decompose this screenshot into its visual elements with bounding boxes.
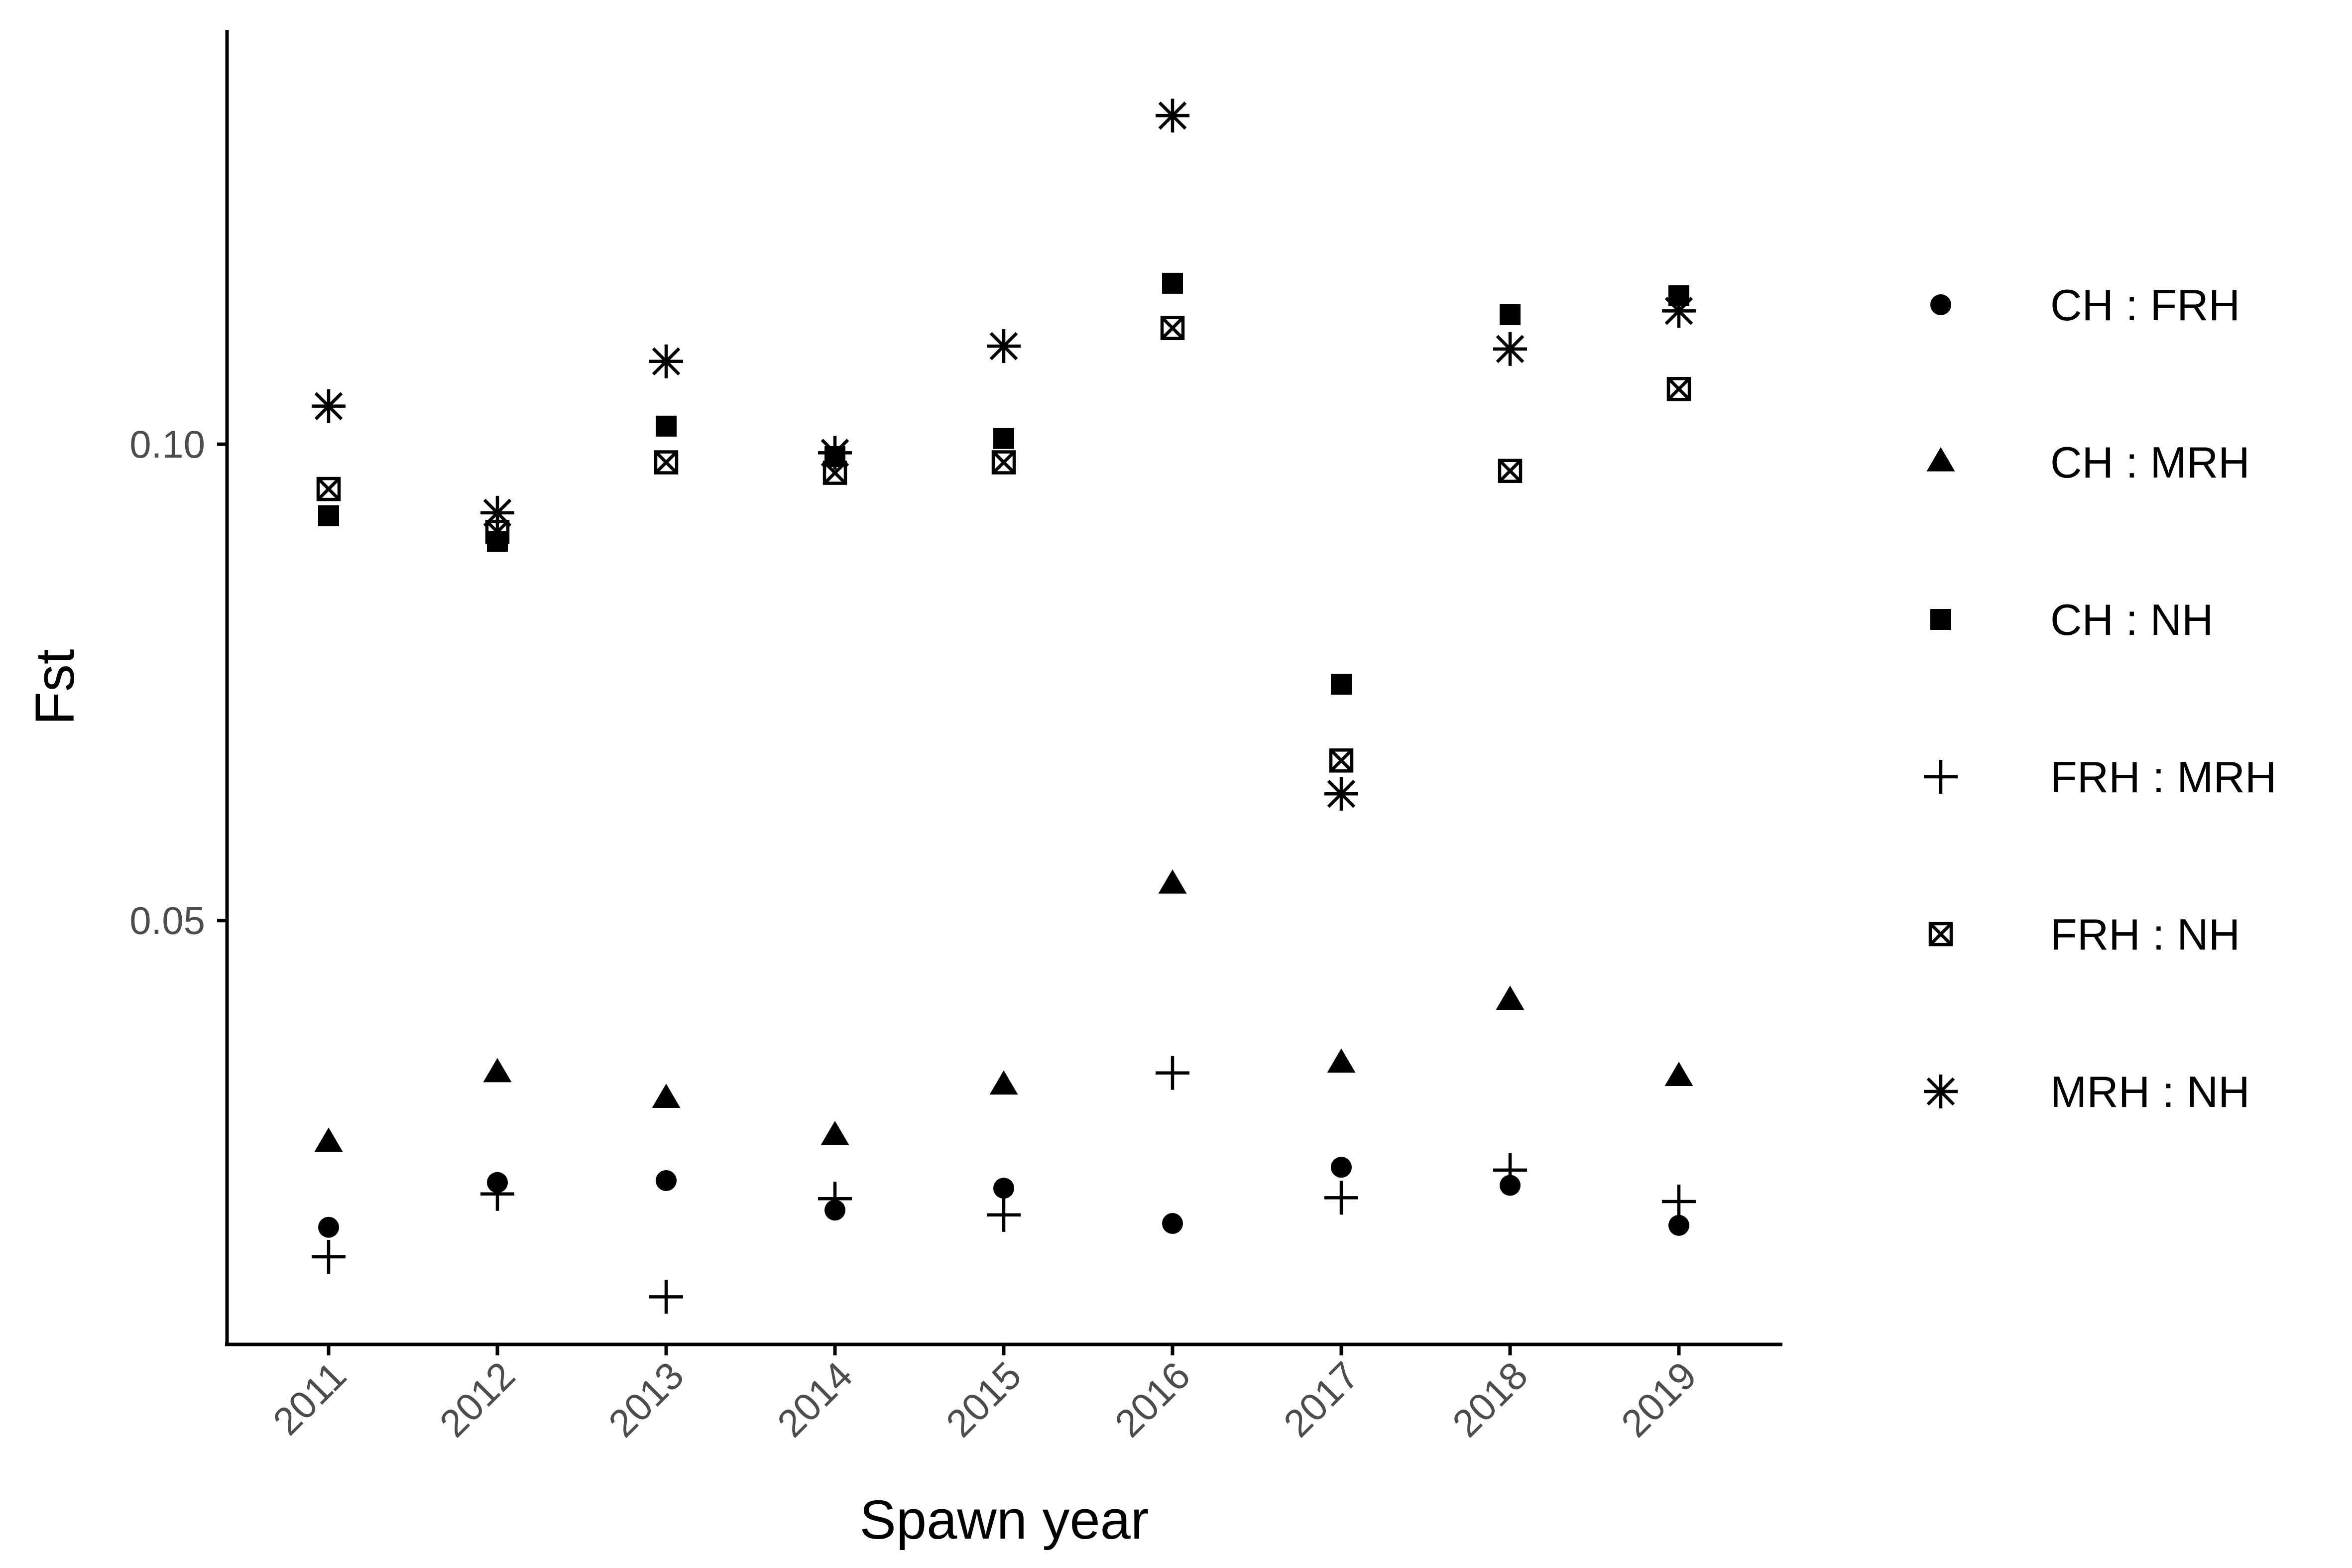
point-plus-2015 (987, 1198, 1021, 1232)
point-boxx-2017 (1329, 748, 1354, 773)
point-triangle-2018 (1496, 985, 1525, 1010)
point-asterisk-2013 (649, 344, 683, 378)
point-asterisk-2016 (1156, 99, 1189, 133)
point-asterisk-2012 (480, 495, 514, 530)
axes (225, 30, 1782, 1346)
point-boxx-2018 (1498, 459, 1523, 483)
x-tick-label: 2014 (769, 1353, 861, 1446)
point-boxx-2011 (316, 477, 341, 501)
x-tick-label: 2018 (1444, 1353, 1536, 1446)
point-circle-2016 (1162, 1213, 1183, 1234)
x-tick-label: 2015 (938, 1353, 1030, 1446)
legend-label: FRH : MRH (2050, 752, 2277, 802)
legend-label: MRH : NH (2050, 1067, 2250, 1116)
point-boxx-2013 (654, 450, 679, 475)
x-tick-label: 2013 (600, 1353, 692, 1446)
legend-label: CH : MRH (2050, 438, 2250, 487)
point-asterisk-2018 (1493, 332, 1527, 366)
point-plus-2014 (818, 1182, 852, 1216)
point-plus-2013 (649, 1280, 683, 1314)
y-ticks: 0.05 0.10 (129, 422, 227, 943)
point-circle-2015 (993, 1178, 1014, 1199)
legend-label: CH : NH (2050, 595, 2214, 644)
point-square-2016 (1162, 272, 1183, 294)
point-circle-2017 (1331, 1157, 1352, 1178)
x-tick-label: 2016 (1106, 1353, 1198, 1446)
point-plus-2016 (1156, 1056, 1189, 1090)
legend-key-circle (1930, 294, 1951, 315)
point-boxx-2015 (991, 450, 1016, 475)
y-tick-label: 0.05 (129, 899, 205, 943)
point-boxx-2019 (1666, 376, 1691, 401)
point-square-2013 (656, 415, 677, 437)
point-square-2015 (993, 428, 1014, 449)
y-tick-label: 0.10 (129, 422, 205, 466)
point-plus-2012 (480, 1177, 514, 1211)
point-square-2017 (1331, 674, 1352, 695)
x-tick-label: 2019 (1613, 1353, 1705, 1446)
point-asterisk-2015 (987, 329, 1021, 363)
legend-label: CH : FRH (2050, 280, 2240, 330)
x-tick-label: 2011 (264, 1353, 354, 1444)
point-triangle-2014 (821, 1121, 849, 1145)
point-asterisk-2011 (312, 389, 346, 423)
point-plus-2017 (1324, 1181, 1358, 1215)
legend-key-boxx (1928, 922, 1953, 947)
legend: CH : FRH CH : MRH CH : NH FRH : MRH FRH : NH… (1924, 280, 2277, 1116)
point-square-2018 (1500, 304, 1521, 325)
point-plus-2019 (1662, 1185, 1696, 1219)
point-triangle-2013 (652, 1084, 681, 1108)
point-circle-2013 (656, 1170, 677, 1191)
point-triangle-2011 (314, 1127, 343, 1152)
point-plus-2018 (1493, 1153, 1527, 1187)
legend-key-plus (1924, 760, 1958, 794)
point-triangle-2019 (1664, 1062, 1693, 1086)
point-circle-2019 (1668, 1214, 1689, 1236)
point-triangle-2015 (989, 1070, 1018, 1095)
point-square-2011 (318, 505, 339, 526)
x-tick-label: 2017 (1275, 1353, 1367, 1446)
point-plus-2011 (312, 1240, 346, 1274)
point-triangle-2017 (1327, 1048, 1356, 1073)
legend-label: FRH : NH (2050, 910, 2240, 959)
y-axis-title: Fst (24, 649, 86, 725)
x-ticks: 2011 2012 2013 2014 2015 2016 2017 2018 2019 (264, 1344, 1705, 1446)
point-triangle-2016 (1158, 869, 1187, 894)
point-circle-2011 (318, 1216, 339, 1238)
data-points (312, 99, 1696, 1314)
legend-key-asterisk (1924, 1075, 1958, 1108)
point-boxx-2016 (1160, 316, 1185, 341)
point-asterisk-2014 (818, 436, 852, 470)
point-asterisk-2017 (1324, 777, 1358, 811)
point-triangle-2012 (483, 1058, 512, 1083)
x-axis-title: Spawn year (860, 1489, 1149, 1551)
legend-key-square (1930, 609, 1951, 630)
x-tick-label: 2012 (431, 1353, 523, 1446)
point-asterisk-2019 (1662, 294, 1696, 328)
legend-key-triangle (1926, 447, 1955, 472)
